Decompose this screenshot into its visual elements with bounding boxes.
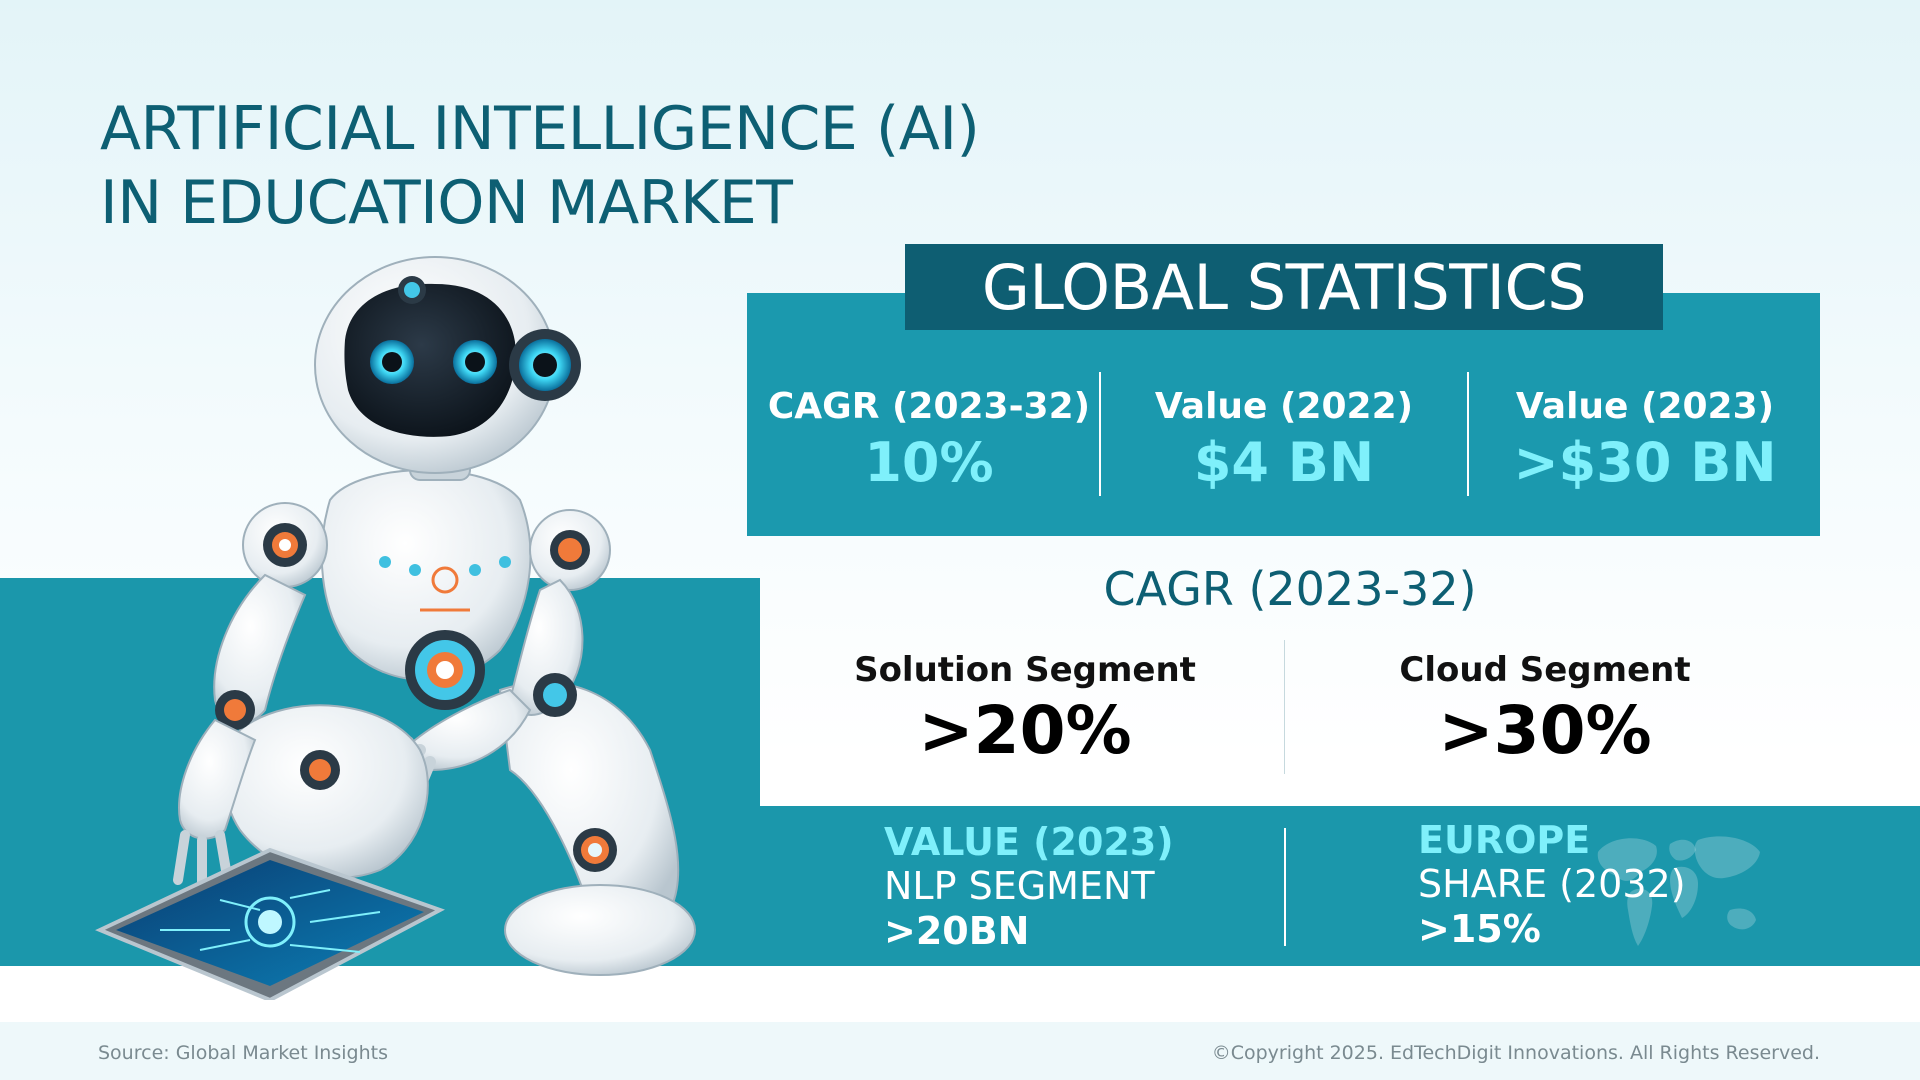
source-text: Source: Global Market Insights: [98, 1042, 388, 1064]
cloud-segment: Cloud Segment >30%: [1300, 650, 1790, 769]
world-map-icon: [1597, 836, 1760, 946]
segment-label: Cloud Segment: [1399, 650, 1691, 690]
cagr-heading: CAGR (2023-32): [1103, 562, 1477, 616]
nlp-value-title: VALUE (2023): [884, 820, 1174, 864]
nlp-segment-label: NLP SEGMENT: [884, 864, 1155, 908]
segment-label: Solution Segment: [854, 650, 1196, 690]
stat-value: >$30 BN: [1513, 431, 1777, 494]
europe-share-label: SHARE (2032): [1418, 862, 1686, 906]
stat-label: Value (2023): [1515, 386, 1775, 427]
stat-label: CAGR (2023-32): [767, 386, 1091, 427]
stat-cagr: CAGR (2023-32) 10%: [760, 375, 1098, 505]
robot-illustration: [95, 256, 696, 1000]
stat-label: Value (2022): [1154, 386, 1414, 427]
page-title: ARTIFICIAL INTELLIGENCE (AI) IN EDUCATIO…: [100, 92, 980, 240]
solution-segment: Solution Segment >20%: [790, 650, 1260, 769]
nlp-value-block: VALUE (2023) NLP SEGMENT >20BN: [884, 820, 1174, 954]
segment-value: >20%: [918, 692, 1132, 769]
title-line-1: ARTIFICIAL INTELLIGENCE (AI): [100, 94, 980, 164]
stat-divider: [1099, 372, 1101, 496]
global-stats-panel: [747, 293, 1820, 536]
global-stats-header: GLOBAL STATISTICS: [905, 244, 1663, 330]
bottom-teal-band: [760, 806, 1920, 966]
segment-divider: [1284, 640, 1285, 774]
stat-divider: [1467, 372, 1469, 496]
bottom-divider: [1284, 828, 1286, 946]
stat-value-2023: Value (2023) >$30 BN: [1470, 375, 1820, 505]
europe-share-block: EUROPE SHARE (2032) >15%: [1418, 818, 1686, 952]
copyright-text: ©Copyright 2025. EdTechDigit Innovations…: [1211, 1042, 1820, 1064]
segment-value: >30%: [1438, 692, 1652, 769]
footer-bar: [0, 1022, 1920, 1080]
stat-value: $4 BN: [1193, 431, 1375, 494]
stat-value: 10%: [864, 431, 994, 494]
europe-share-value: >15%: [1418, 907, 1541, 951]
title-line-2: IN EDUCATION MARKET: [100, 168, 793, 238]
stat-value-2022: Value (2022) $4 BN: [1102, 375, 1466, 505]
nlp-segment-value: >20BN: [884, 909, 1030, 953]
europe-title: EUROPE: [1418, 818, 1591, 862]
